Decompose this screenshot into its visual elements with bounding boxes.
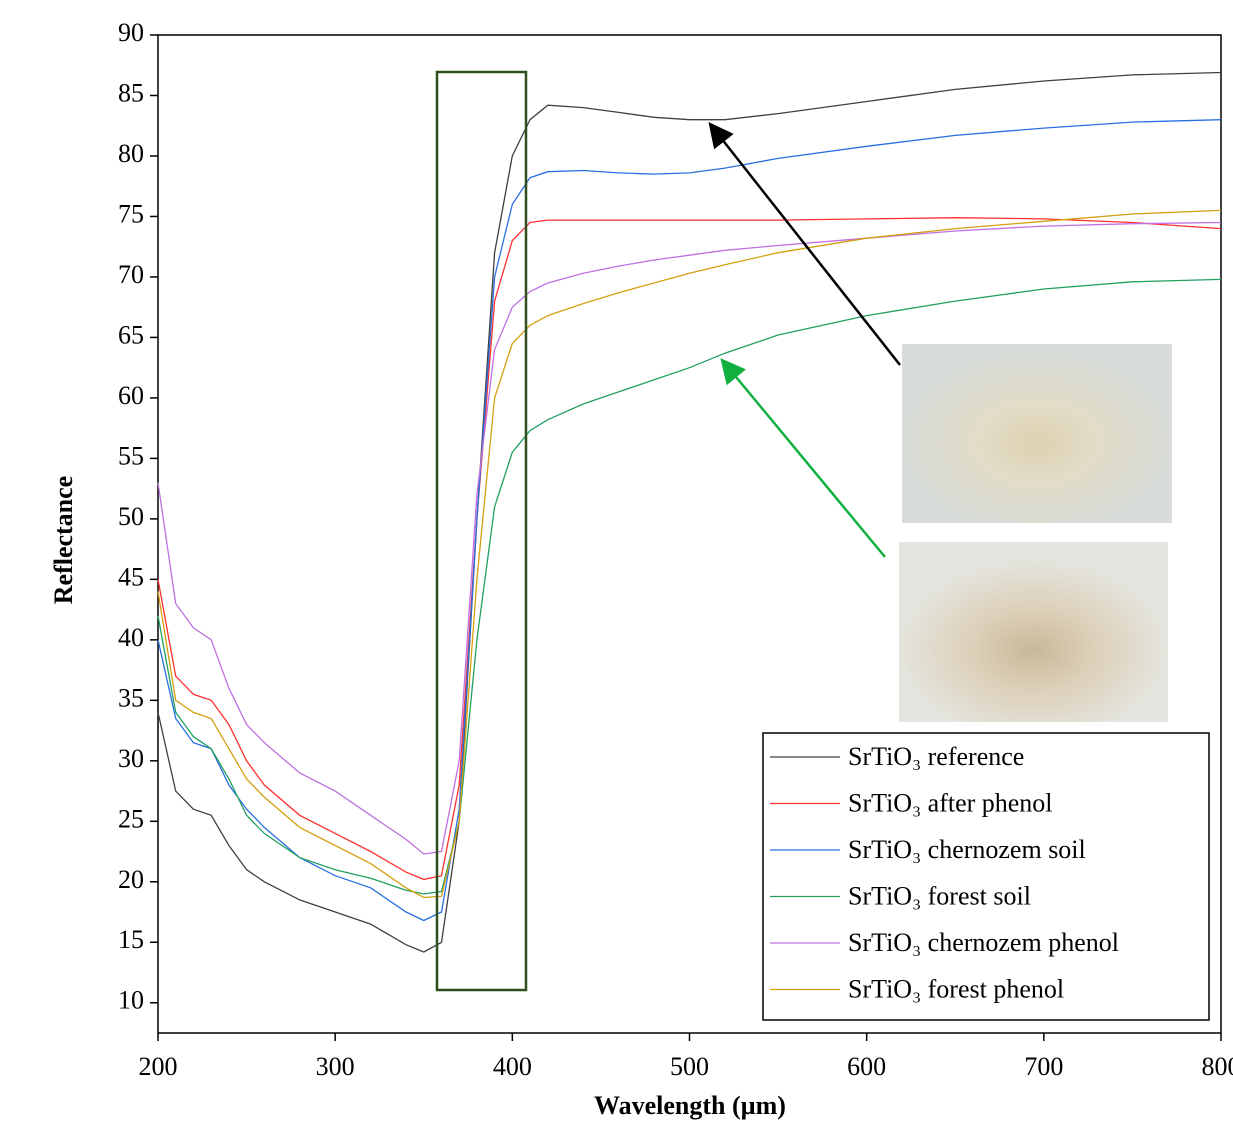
legend-label: SrTiO₃ forest soil xyxy=(848,881,1031,910)
y-tick-label: 30 xyxy=(118,744,144,773)
y-tick-label: 25 xyxy=(118,804,144,833)
arrow xyxy=(708,122,901,366)
y-tick-label: 90 xyxy=(118,18,144,47)
arrow xyxy=(720,358,886,558)
y-tick-label: 80 xyxy=(118,139,144,168)
x-tick-label: 600 xyxy=(847,1052,886,1081)
legend-label: SrTiO₃ chernozem soil xyxy=(848,835,1086,864)
series-line xyxy=(157,221,1222,855)
legend-label: SrTiO₃ after phenol xyxy=(848,788,1053,817)
plot-area: 10 15 20 25 30 35 40 45 50 55 60 65 70 75 80 85 90 200 300… xyxy=(118,18,1233,1081)
legend-label: SrTiO₃ reference xyxy=(848,742,1024,771)
sample-photo xyxy=(902,344,1172,523)
y-axis-title: Reflectance xyxy=(49,476,78,604)
series-line xyxy=(157,119,1222,922)
legend-label: SrTiO₃ forest phenol xyxy=(848,974,1064,1003)
y-tick-label: 50 xyxy=(118,502,144,531)
series-line xyxy=(157,209,1222,899)
highlight-box xyxy=(435,70,528,992)
y-tick-label: 15 xyxy=(118,925,144,954)
series-line xyxy=(157,278,1222,895)
x-tick-label: 800 xyxy=(1202,1052,1233,1081)
y-tick-label: 70 xyxy=(118,260,144,289)
y-tick-label: 35 xyxy=(118,683,144,712)
legend: SrTiO₃ reference SrTiO₃ after phenol SrTiO… xyxy=(762,732,1210,1021)
y-tick-label: 85 xyxy=(118,78,144,107)
legend-box xyxy=(762,732,1210,1021)
x-tick-label: 300 xyxy=(316,1052,355,1081)
sample-photo xyxy=(899,542,1168,722)
series-line xyxy=(157,71,1222,953)
x-axis-title: Wavelength (µm) xyxy=(594,1091,786,1120)
y-tick-label: 55 xyxy=(118,441,144,470)
series-line xyxy=(157,217,1222,881)
x-tick-label: 400 xyxy=(493,1052,532,1081)
y-tick-label: 60 xyxy=(118,381,144,410)
y-tick-label: 65 xyxy=(118,320,144,349)
y-tick-label: 45 xyxy=(118,562,144,591)
y-tick-label: 40 xyxy=(118,623,144,652)
x-tick-label: 500 xyxy=(670,1052,709,1081)
y-tick-label: 75 xyxy=(118,199,144,228)
y-tick-label: 20 xyxy=(118,865,144,894)
y-tick-label: 10 xyxy=(118,986,144,1015)
x-tick-label: 200 xyxy=(139,1052,178,1081)
legend-label: SrTiO₃ chernozem phenol xyxy=(848,928,1119,957)
x-tick-label: 700 xyxy=(1024,1052,1063,1081)
